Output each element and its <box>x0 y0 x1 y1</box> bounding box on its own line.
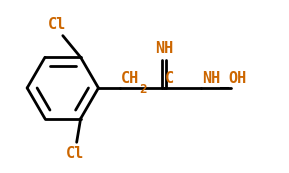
Text: OH: OH <box>228 71 247 86</box>
Text: CH: CH <box>121 71 140 86</box>
Text: Cl: Cl <box>66 146 84 161</box>
Text: NH: NH <box>155 42 173 57</box>
Text: —: — <box>220 79 229 94</box>
Text: 2: 2 <box>140 83 147 96</box>
Text: Cl: Cl <box>48 17 66 32</box>
Text: NH: NH <box>202 71 221 86</box>
Text: C: C <box>165 71 174 86</box>
